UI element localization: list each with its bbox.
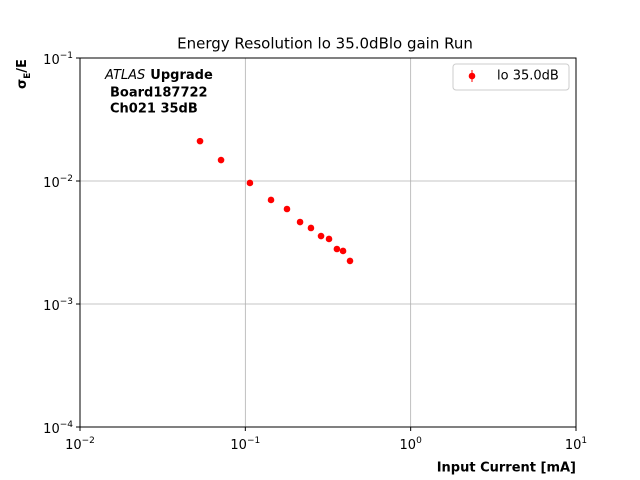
tick-base: 10 (230, 438, 247, 453)
point (196, 137, 204, 145)
annotation-italic: ATLAS (104, 68, 145, 83)
point (339, 247, 347, 255)
tick-base: 10 (43, 422, 60, 437)
y-label-sub: E (23, 73, 33, 79)
point (267, 196, 275, 204)
chart-title: Energy Resolution lo 35.0dBlo gain Run (177, 35, 473, 53)
point (346, 257, 354, 265)
tick-base: 10 (43, 53, 60, 68)
tick-label: 10−1 (230, 436, 260, 453)
tick-base: 10 (43, 176, 60, 191)
point (217, 156, 225, 164)
tick-label: 100 (400, 436, 423, 453)
tick-label: 10−4 (43, 420, 73, 437)
tick-label: 10−3 (43, 297, 73, 314)
x-axis-label: Input Current [mA] (437, 461, 576, 476)
annotation-line: Board187722 (110, 86, 208, 101)
point (317, 232, 325, 240)
tick-label: 10−1 (43, 51, 73, 68)
tick-label: 10−2 (65, 436, 95, 453)
annotation-header: ATLAS Upgrade (104, 68, 213, 83)
point (307, 224, 315, 232)
tick-power: −2 (60, 174, 73, 184)
annotation-line: Ch021 35dB (110, 102, 198, 117)
y-label-rest: /E (15, 59, 30, 73)
annotation-bold: Upgrade (150, 68, 213, 83)
tick-power: 0 (416, 436, 422, 446)
point (325, 235, 333, 243)
tick-power: −2 (82, 436, 95, 446)
tick-power: −4 (60, 420, 74, 430)
y-axis-label: σE/E (15, 59, 33, 89)
legend-marker (468, 72, 476, 80)
tick-base: 10 (43, 299, 60, 314)
tick-base: 10 (400, 438, 417, 453)
point (283, 205, 291, 213)
tick-base: 10 (65, 438, 82, 453)
tick-label: 10−2 (43, 174, 73, 191)
y-label-base: σ (15, 79, 30, 89)
tick-power: 1 (581, 436, 587, 446)
tick-power: −3 (60, 297, 73, 307)
tick-label: 101 (565, 436, 587, 453)
tick-power: −1 (60, 51, 73, 61)
point (333, 245, 341, 253)
legend-box (452, 63, 570, 91)
tick-power: −1 (247, 436, 260, 446)
legend-label: lo 35.0dB (497, 69, 559, 84)
tick-base: 10 (565, 438, 582, 453)
point (246, 179, 254, 187)
point (296, 218, 304, 226)
plot-frame (79, 57, 577, 428)
